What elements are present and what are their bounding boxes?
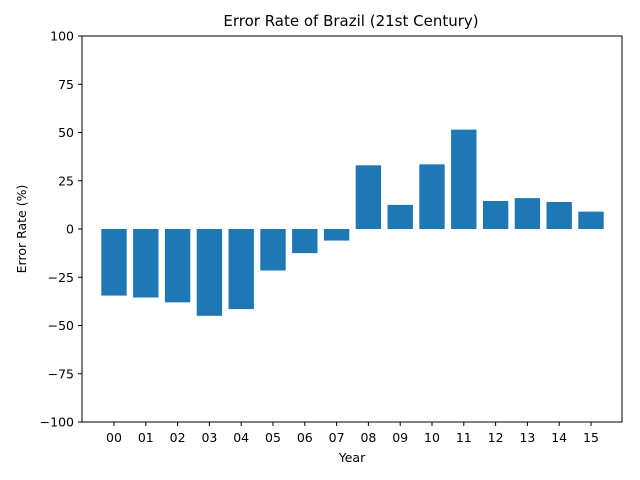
bar-14 xyxy=(546,201,572,229)
bar-05 xyxy=(260,229,286,271)
bar-13 xyxy=(514,198,541,229)
x-tick-label-09: 09 xyxy=(392,430,408,445)
x-tick-label-07: 07 xyxy=(329,430,345,445)
x-tick-label-11: 11 xyxy=(456,430,472,445)
x-tick-label-06: 06 xyxy=(297,430,313,445)
x-tick-label-15: 15 xyxy=(583,430,599,445)
bar-11 xyxy=(451,129,477,229)
y-tick-label--25: −25 xyxy=(48,270,74,285)
x-tick-label-13: 13 xyxy=(519,430,535,445)
bar-08 xyxy=(355,165,382,229)
bar-02 xyxy=(164,229,191,303)
y-tick-label-0: 0 xyxy=(66,222,74,237)
x-tick-label-14: 14 xyxy=(551,430,567,445)
bar-07 xyxy=(323,229,350,241)
bar-06 xyxy=(292,229,318,254)
y-axis: −100 −75 −50 −25 0 25 50 75 100 xyxy=(40,29,82,430)
x-axis-label: Year xyxy=(338,450,366,465)
x-tick-label-08: 08 xyxy=(360,430,376,445)
y-tick-label-50: 50 xyxy=(58,125,74,140)
y-tick-label-25: 25 xyxy=(58,173,74,188)
y-tick-label--75: −75 xyxy=(48,366,74,381)
x-tick-label-10: 10 xyxy=(424,430,440,445)
y-axis-label: Error Rate (%) xyxy=(14,185,29,274)
x-tick-label-04: 04 xyxy=(233,430,249,445)
chart-title: Error Rate of Brazil (21st Century) xyxy=(223,12,478,30)
bar-00 xyxy=(101,229,127,296)
y-tick-label-75: 75 xyxy=(58,77,74,92)
bar-10 xyxy=(419,164,445,229)
x-tick-label-03: 03 xyxy=(201,430,217,445)
y-tick-label-100: 100 xyxy=(50,29,74,44)
bar-12 xyxy=(482,201,509,229)
bar-15 xyxy=(578,211,604,229)
x-tick-label-05: 05 xyxy=(265,430,281,445)
bar-03 xyxy=(196,229,223,316)
bars-group xyxy=(101,129,604,316)
bar-04 xyxy=(228,229,254,310)
x-tick-label-02: 02 xyxy=(170,430,186,445)
x-tick-label-01: 01 xyxy=(138,430,154,445)
y-tick-label--50: −50 xyxy=(48,318,74,333)
plot-frame xyxy=(81,35,623,423)
y-tick-label--100: −100 xyxy=(40,415,74,430)
bar-09 xyxy=(387,204,413,230)
x-axis: 00 01 02 03 04 05 06 07 08 09 10 11 12 13 14 15 xyxy=(106,422,599,445)
x-tick-label-12: 12 xyxy=(488,430,504,445)
bar-01 xyxy=(133,229,159,298)
x-tick-label-00: 00 xyxy=(106,430,122,445)
